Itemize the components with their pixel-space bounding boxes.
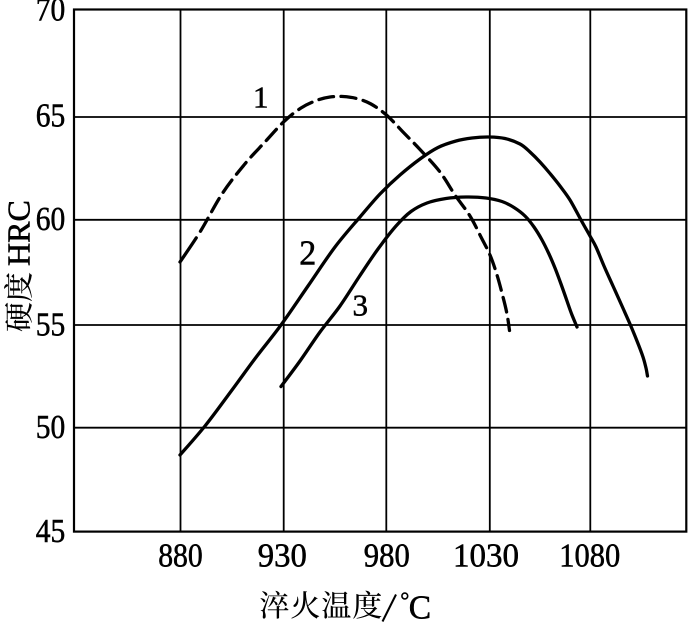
svg-text:2: 2 xyxy=(299,235,316,273)
svg-text:45: 45 xyxy=(36,513,66,550)
svg-text:1080: 1080 xyxy=(559,538,620,575)
svg-text:3: 3 xyxy=(352,287,368,322)
svg-text:HRC: HRC xyxy=(1,200,37,266)
svg-text:70: 70 xyxy=(36,0,66,29)
svg-text:980: 980 xyxy=(364,538,410,575)
svg-text:65: 65 xyxy=(36,98,66,135)
svg-text:C: C xyxy=(409,589,431,623)
svg-text:55: 55 xyxy=(36,306,66,343)
svg-text:50: 50 xyxy=(36,409,66,446)
svg-text:1: 1 xyxy=(253,79,269,114)
svg-text:1030: 1030 xyxy=(453,538,519,575)
svg-text:930: 930 xyxy=(258,538,307,575)
svg-text:60: 60 xyxy=(36,201,66,238)
svg-text:880: 880 xyxy=(158,538,203,575)
